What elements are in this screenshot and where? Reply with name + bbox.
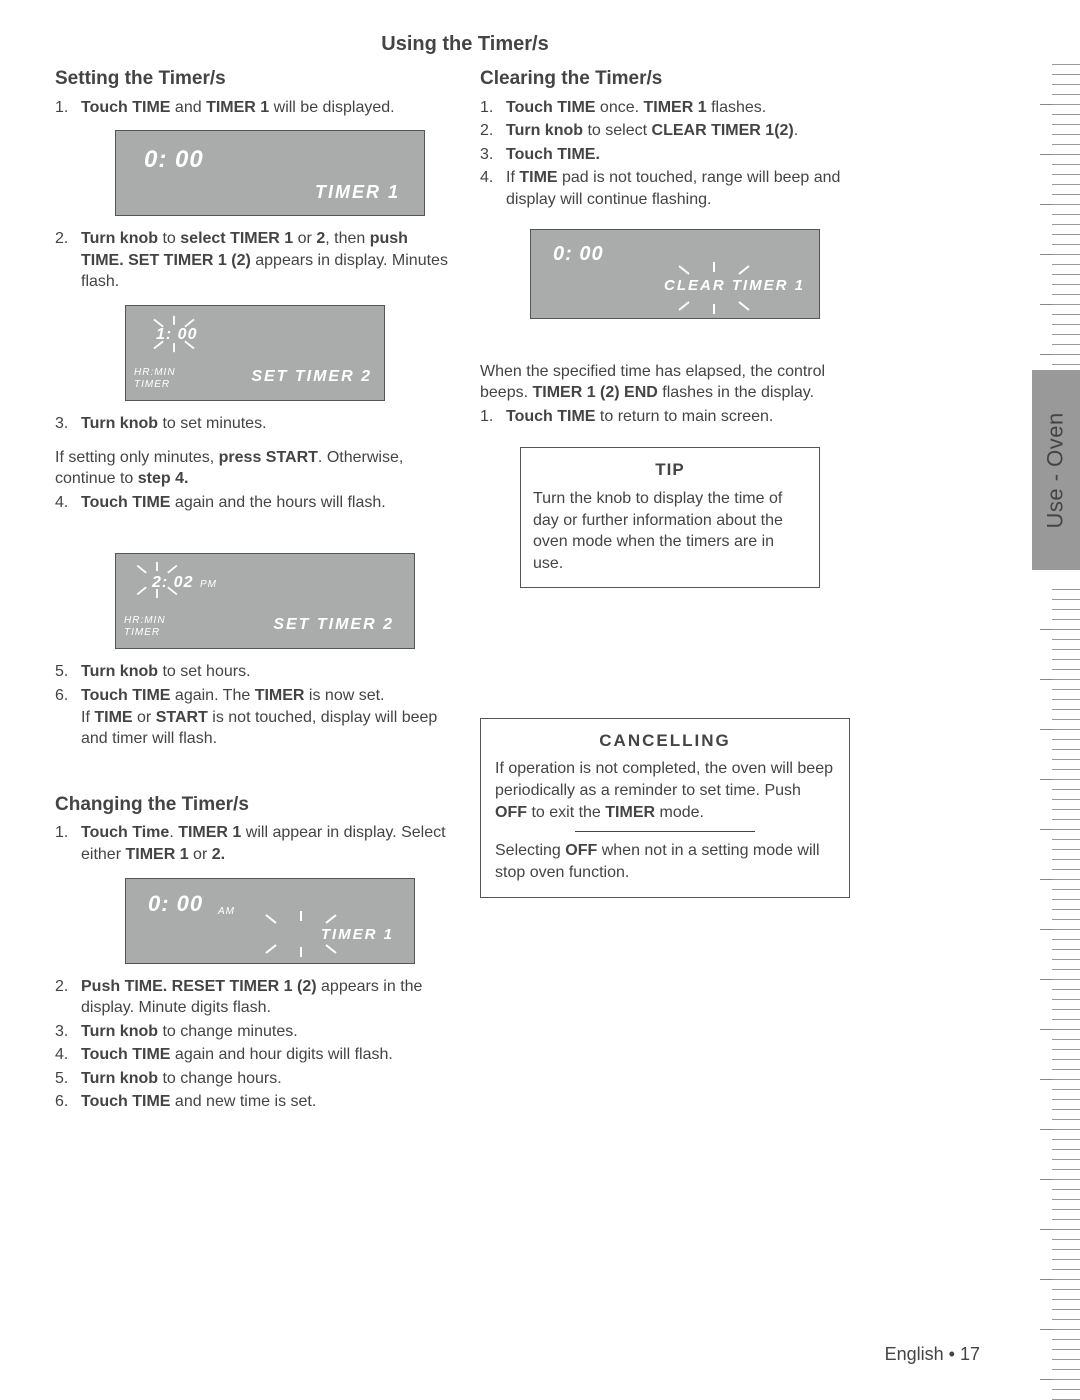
- setting-step-4: Touch TIME again and the hours will flas…: [55, 492, 450, 514]
- changing-step-3: Turn knob to change minutes.: [55, 1021, 450, 1043]
- setting-step-1: Touch TIME and TIMER 1 will be displayed…: [55, 97, 450, 119]
- setting-step-5: Turn knob to set hours.: [55, 661, 450, 683]
- side-tab: Use - Oven: [1032, 370, 1080, 570]
- changing-step-4: Touch TIME again and hour digits will fl…: [55, 1044, 450, 1066]
- display-reset-timer1: 0: 00 AM TIMER 1: [125, 878, 415, 964]
- right-column: Clearing the Timer/s Touch TIME once. TI…: [480, 66, 875, 1125]
- display-pm: PM: [200, 578, 217, 592]
- setting-steps-4: Touch TIME again and the hours will flas…: [55, 492, 450, 514]
- display-label: SET TIMER 2: [251, 366, 372, 388]
- display-label: TIMER 1: [321, 924, 394, 945]
- display-label: CLEAR TIMER 1: [664, 275, 805, 296]
- display-time: 1: 00: [156, 324, 197, 346]
- display-time: 2: 02: [152, 572, 193, 594]
- cancelling-p2: Selecting OFF when not in a setting mode…: [495, 840, 835, 883]
- changing-title: Changing the Timer/s: [55, 792, 450, 819]
- cancelling-title: CANCELLING: [495, 729, 835, 753]
- side-tab-label: Use - Oven: [1041, 412, 1072, 528]
- display-timer-label: TIMER: [134, 378, 170, 392]
- clearing-step-4: If TIME pad is not touched, range will b…: [480, 167, 875, 210]
- display-am: AM: [218, 905, 235, 919]
- clearing-step-1: Touch TIME once. TIMER 1 flashes.: [480, 97, 875, 119]
- setting-step-3: Turn knob to set minutes.: [55, 413, 450, 435]
- display-timer-label: TIMER: [124, 626, 160, 640]
- display-set-timer2-hr: 2: 02 PM HR:MIN TIMER SET TIMER 2: [115, 553, 415, 649]
- setting-step-6: Touch TIME again. The TIMER is now set. …: [55, 685, 450, 750]
- main-title: Using the Timer/s: [55, 30, 875, 58]
- clearing-title: Clearing the Timer/s: [480, 66, 875, 93]
- setting-title: Setting the Timer/s: [55, 66, 450, 93]
- display-label: TIMER 1: [315, 180, 400, 205]
- setting-note: If setting only minutes, press START. Ot…: [55, 447, 450, 490]
- setting-steps: Touch TIME and TIMER 1 will be displayed…: [55, 97, 450, 119]
- setting-steps-2: Turn knob to select TIMER 1 or 2, then p…: [55, 228, 450, 293]
- cancelling-box: CANCELLING If operation is not completed…: [480, 718, 850, 899]
- left-column: Setting the Timer/s Touch TIME and TIMER…: [55, 66, 450, 1125]
- clearing-steps: Touch TIME once. TIMER 1 flashes. Turn k…: [480, 97, 875, 211]
- clearing-after: When the specified time has elapsed, the…: [480, 361, 875, 404]
- tip-box: TIP Turn the knob to display the time of…: [520, 447, 820, 587]
- changing-step-1: Touch Time. TIMER 1 will appear in displ…: [55, 822, 450, 865]
- clearing-step-2: Turn knob to select CLEAR TIMER 1(2).: [480, 120, 875, 142]
- display-timer1-initial: 0: 00 TIMER 1: [115, 130, 425, 216]
- tip-body: Turn the knob to display the time of day…: [533, 488, 807, 574]
- setting-steps-56: Turn knob to set hours. Touch TIME again…: [55, 661, 450, 749]
- changing-step-5: Turn knob to change hours.: [55, 1068, 450, 1090]
- divider: [575, 831, 755, 832]
- changing-steps-2-6: Push TIME. RESET TIMER 1 (2) appears in …: [55, 976, 450, 1114]
- ruler-decorations: [1032, 55, 1080, 1397]
- setting-steps-3: Turn knob to set minutes.: [55, 413, 450, 435]
- display-label: SET TIMER 2: [273, 614, 394, 636]
- cancelling-p1: If operation is not completed, the oven …: [495, 758, 835, 823]
- clearing-after-step-1: Touch TIME to return to main screen.: [480, 406, 875, 428]
- clearing-step-3: Touch TIME.: [480, 144, 875, 166]
- display-time: 0: 00: [148, 889, 203, 920]
- display-time: 0: 00: [553, 240, 604, 268]
- display-set-timer2-min: 1: 00 HR:MIN TIMER SET TIMER 2: [125, 305, 385, 401]
- clearing-after-steps: Touch TIME to return to main screen.: [480, 406, 875, 428]
- display-clear-timer1: 0: 00 CLEAR TIMER 1: [530, 229, 820, 319]
- page-footer: English • 17: [885, 1342, 980, 1367]
- changing-steps-1: Touch Time. TIMER 1 will appear in displ…: [55, 822, 450, 865]
- changing-step-6: Touch TIME and new time is set.: [55, 1091, 450, 1113]
- changing-step-2: Push TIME. RESET TIMER 1 (2) appears in …: [55, 976, 450, 1019]
- page-content: Using the Timer/s Setting the Timer/s To…: [0, 0, 930, 1155]
- tip-title: TIP: [533, 458, 807, 482]
- setting-step-2: Turn knob to select TIMER 1 or 2, then p…: [55, 228, 450, 293]
- display-time: 0: 00: [144, 143, 204, 177]
